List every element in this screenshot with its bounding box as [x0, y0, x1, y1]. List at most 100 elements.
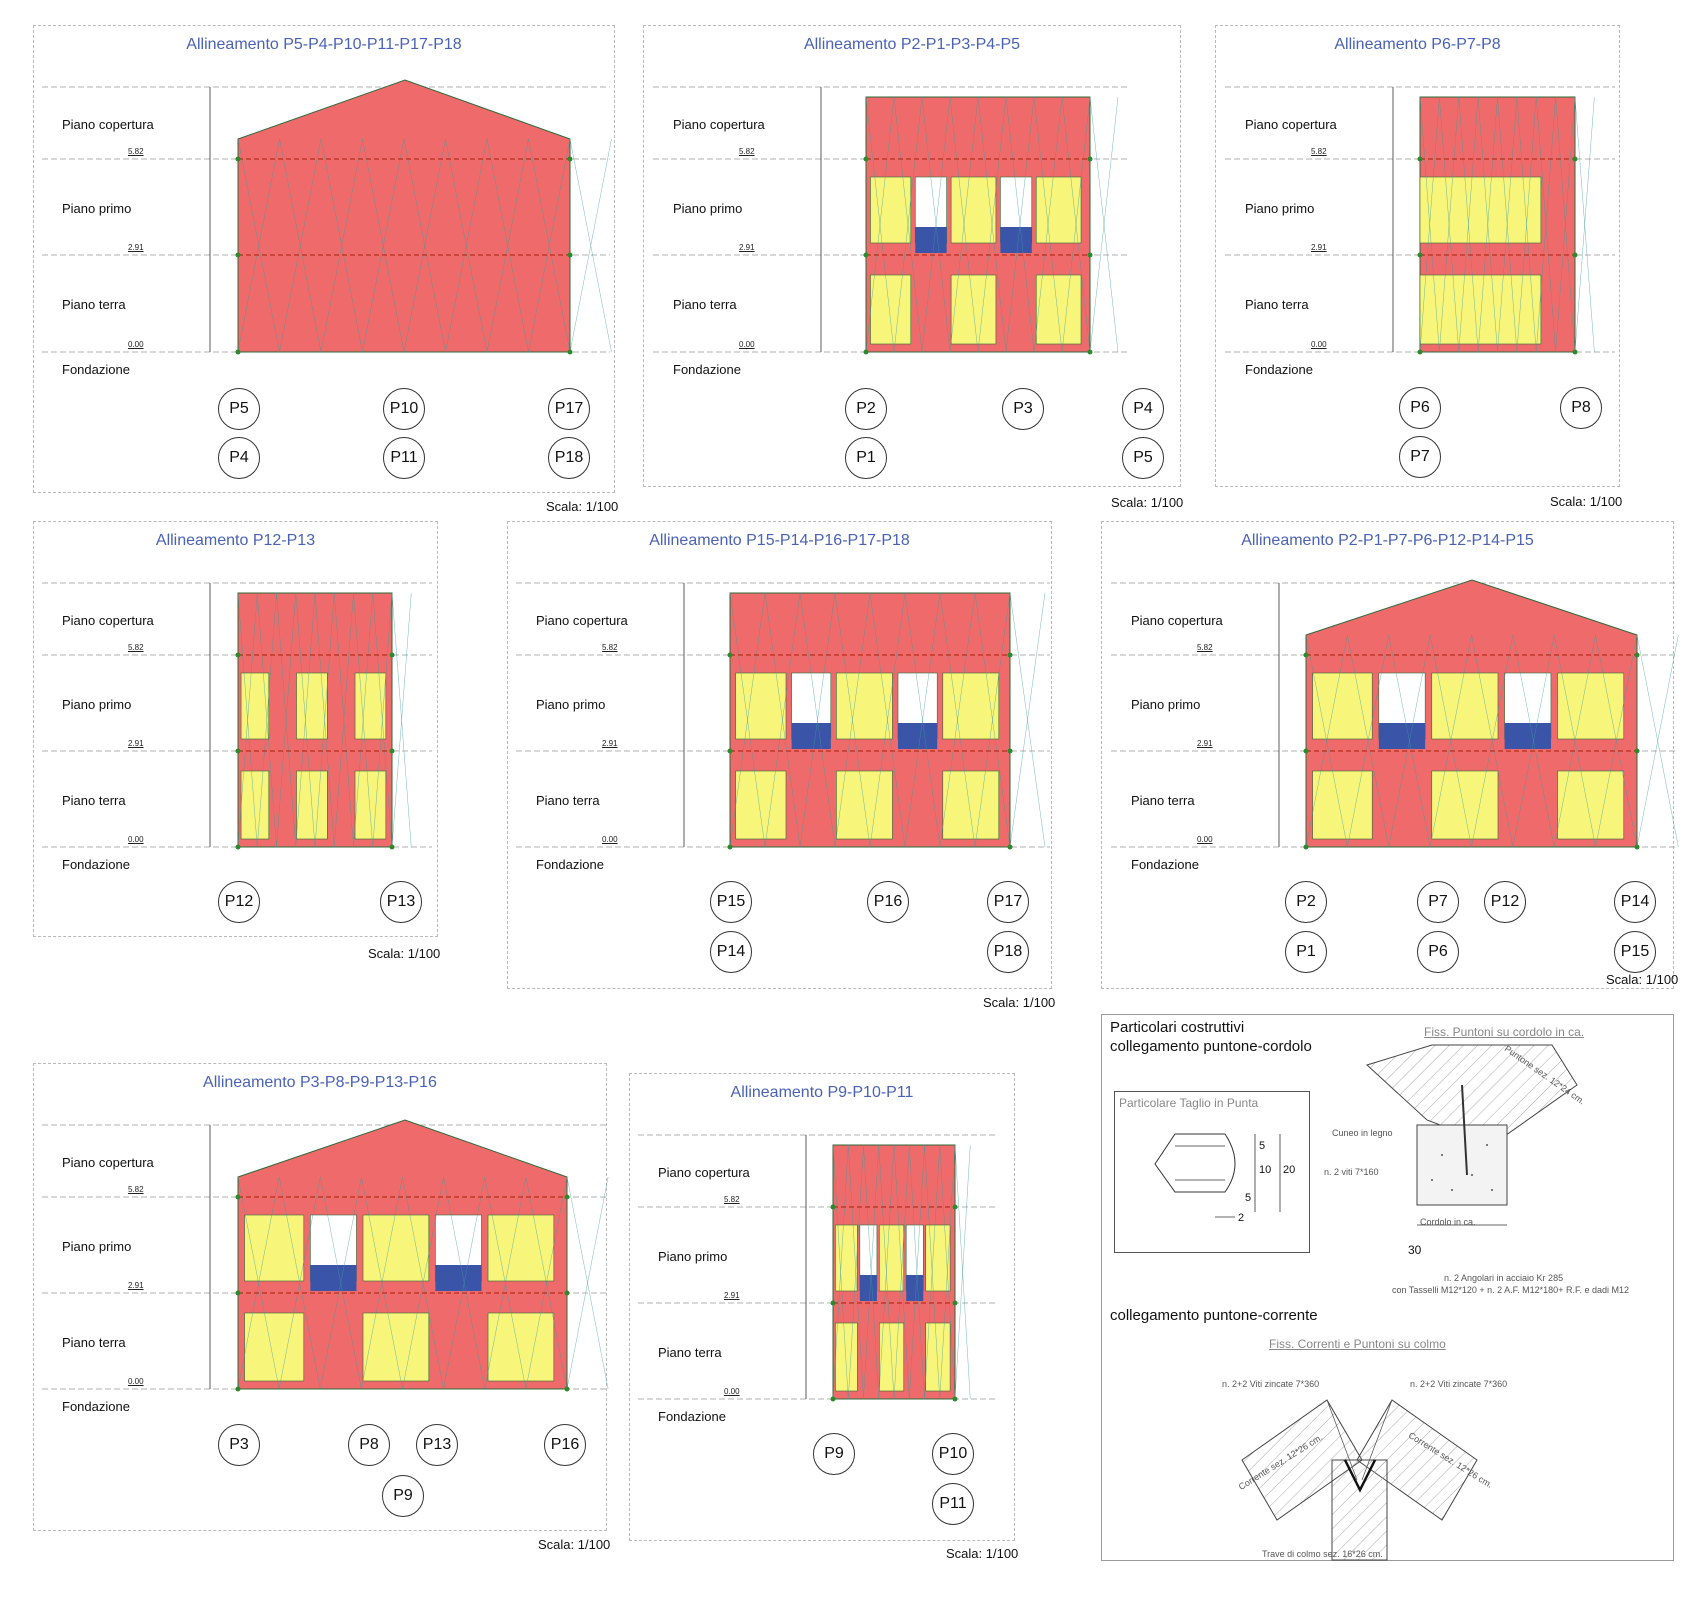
- elevation-primo: 2.91: [1311, 243, 1327, 252]
- panel-alignment-7: Allineamento P3-P8-P9-P13-P16: [33, 1063, 607, 1531]
- pier-marker: P2: [845, 388, 887, 430]
- pier-marker: P9: [382, 1475, 424, 1517]
- elevation-terra: 0.00: [128, 835, 144, 844]
- taglio-drawing: [1154, 1133, 1281, 1218]
- pier-marker: P2: [1285, 881, 1327, 923]
- pier-marker: P7: [1399, 436, 1441, 478]
- pier-marker: P8: [348, 1424, 390, 1466]
- floor-label-primo: Piano primo: [673, 201, 743, 216]
- scale-label: Scala: 1/100: [1550, 494, 1623, 509]
- pier-marker: P16: [544, 1424, 586, 1466]
- elevation-terra: 0.00: [724, 1387, 740, 1396]
- panel-title: Allineamento P6-P7-P8: [1334, 36, 1501, 53]
- pier-marker: P1: [1285, 931, 1327, 973]
- elevation-terra: 0.00: [602, 835, 618, 844]
- panel-title: Allineamento P15-P14-P16-P17-P18: [649, 532, 910, 549]
- panel-alignment-8: Allineamento P9-P10-P11: [629, 1073, 1015, 1541]
- fiss1-heading: Fiss. Puntoni su cordolo in ca.: [1424, 1025, 1585, 1039]
- pier-marker: P11: [383, 437, 425, 479]
- floor-label-terra: Piano terra: [62, 793, 126, 808]
- pier-marker: P17: [548, 388, 590, 430]
- floor-label-primo: Piano primo: [62, 1239, 132, 1254]
- panel-title: Allineamento P2-P1-P7-P6-P12-P14-P15: [1241, 532, 1534, 549]
- pier-marker: P5: [218, 388, 260, 430]
- floor-label-primo: Piano primo: [658, 1249, 728, 1264]
- pier-marker: P9: [813, 1433, 855, 1475]
- scale-label: Scala: 1/100: [1606, 972, 1679, 987]
- pier-marker: P15: [1614, 931, 1656, 973]
- details-subtitle-corrente: collegamento puntone-corrente: [1110, 1307, 1318, 1324]
- details-subtitle-cordolo: collegamento puntone-cordolo: [1110, 1038, 1312, 1055]
- cuneo-label: Cuneo in legno: [1332, 1128, 1393, 1138]
- vitiR-label: n. 2+2 Viti zincate 7*360: [1410, 1379, 1508, 1389]
- details-title: Particolari costruttivi: [1110, 1019, 1245, 1036]
- floor-label-copertura: Piano copertura: [658, 1165, 750, 1180]
- vitiL-label: n. 2+2 Viti zincate 7*360: [1222, 1379, 1320, 1389]
- floor-label-copertura: Piano copertura: [62, 613, 154, 628]
- elevation-primo: 2.91: [128, 1281, 144, 1290]
- pier-marker: P1: [845, 437, 887, 479]
- floor-label-primo: Piano primo: [536, 697, 606, 712]
- pier-marker: P18: [548, 437, 590, 479]
- panel-title: Allineamento P9-P10-P11: [730, 1084, 914, 1101]
- panel-alignment-4: Allineamento P12-P13: [33, 521, 438, 937]
- elevation-copertura: 5.82: [1197, 643, 1213, 652]
- scale-label: Scala: 1/100: [1111, 495, 1184, 510]
- elevation-copertura: 5.82: [739, 147, 755, 156]
- pier-marker: P10: [383, 388, 425, 430]
- elevation-primo: 2.91: [128, 243, 144, 252]
- pier-marker: P10: [932, 1433, 974, 1475]
- floor-label-fondazione: Fondazione: [673, 362, 741, 377]
- floor-label-terra: Piano terra: [62, 297, 126, 312]
- pier-marker: P6: [1417, 931, 1459, 973]
- dim-20: 20: [1283, 1164, 1296, 1176]
- dim-2: 2: [1238, 1212, 1245, 1224]
- floor-label-fondazione: Fondazione: [1245, 362, 1313, 377]
- panel-title: Allineamento P3-P8-P9-P13-P16: [203, 1074, 437, 1091]
- pier-marker: P12: [1484, 881, 1526, 923]
- floor-label-fondazione: Fondazione: [1131, 857, 1199, 872]
- pier-marker: P6: [1399, 387, 1441, 429]
- cordolo-drawing: [1366, 1044, 1578, 1226]
- pier-marker: P15: [710, 881, 752, 923]
- cordolo-label: Cordolo in ca.: [1420, 1217, 1476, 1227]
- floor-label-primo: Piano primo: [62, 697, 132, 712]
- elevation-primo: 2.91: [1197, 739, 1213, 748]
- elevation-copertura: 5.82: [128, 1185, 144, 1194]
- pier-marker: P18: [987, 931, 1029, 973]
- floor-label-terra: Piano terra: [658, 1345, 722, 1360]
- floor-label-fondazione: Fondazione: [658, 1409, 726, 1424]
- scale-label: Scala: 1/100: [546, 499, 619, 514]
- pier-marker: P11: [932, 1483, 974, 1525]
- floor-label-copertura: Piano copertura: [62, 117, 154, 132]
- pier-marker: P5: [1122, 437, 1164, 479]
- pier-marker: P4: [218, 437, 260, 479]
- panel-alignment-2: Allineamento P2-P1-P3-P4-P5: [643, 25, 1181, 487]
- floor-label-copertura: Piano copertura: [62, 1155, 154, 1170]
- panel-title: Allineamento P2-P1-P3-P4-P5: [803, 36, 1021, 53]
- scale-label: Scala: 1/100: [983, 995, 1056, 1010]
- pier-marker: P8: [1560, 387, 1602, 429]
- floor-label-terra: Piano terra: [536, 793, 600, 808]
- fiss2-heading: Fiss. Correnti e Puntoni su colmo: [1269, 1337, 1446, 1351]
- scale-label: Scala: 1/100: [538, 1537, 611, 1552]
- tasselli-label: con Tasselli M12*120 + n. 2 A.F. M12*180…: [1392, 1285, 1629, 1295]
- pier-marker: P4: [1122, 388, 1164, 430]
- floor-label-fondazione: Fondazione: [62, 857, 130, 872]
- floor-label-primo: Piano primo: [62, 201, 132, 216]
- elevation-terra: 0.00: [128, 340, 144, 349]
- viti-label: n. 2 viti 7*160: [1324, 1167, 1379, 1177]
- elevation-terra: 0.00: [1197, 835, 1213, 844]
- panel-alignment-5: Allineamento P15-P14-P16-P17-P18: [507, 521, 1052, 989]
- trave-label: Trave di colmo sez. 16*26 cm.: [1262, 1549, 1383, 1559]
- floor-label-copertura: Piano copertura: [536, 613, 628, 628]
- angolari-label: n. 2 Angolari in acciaio Kr 285: [1444, 1273, 1564, 1283]
- pier-marker: P7: [1417, 881, 1459, 923]
- elevation-copertura: 5.82: [128, 643, 144, 652]
- floor-label-copertura: Piano copertura: [673, 117, 765, 132]
- details-panel: Particolari costruttivi collegamento pun…: [1101, 1014, 1674, 1561]
- floor-label-terra: Piano terra: [1245, 297, 1309, 312]
- scale-label: Scala: 1/100: [368, 946, 441, 961]
- pier-marker: P17: [987, 881, 1029, 923]
- panel-alignment-3: Allineamento P6-P7-P8: [1215, 25, 1620, 487]
